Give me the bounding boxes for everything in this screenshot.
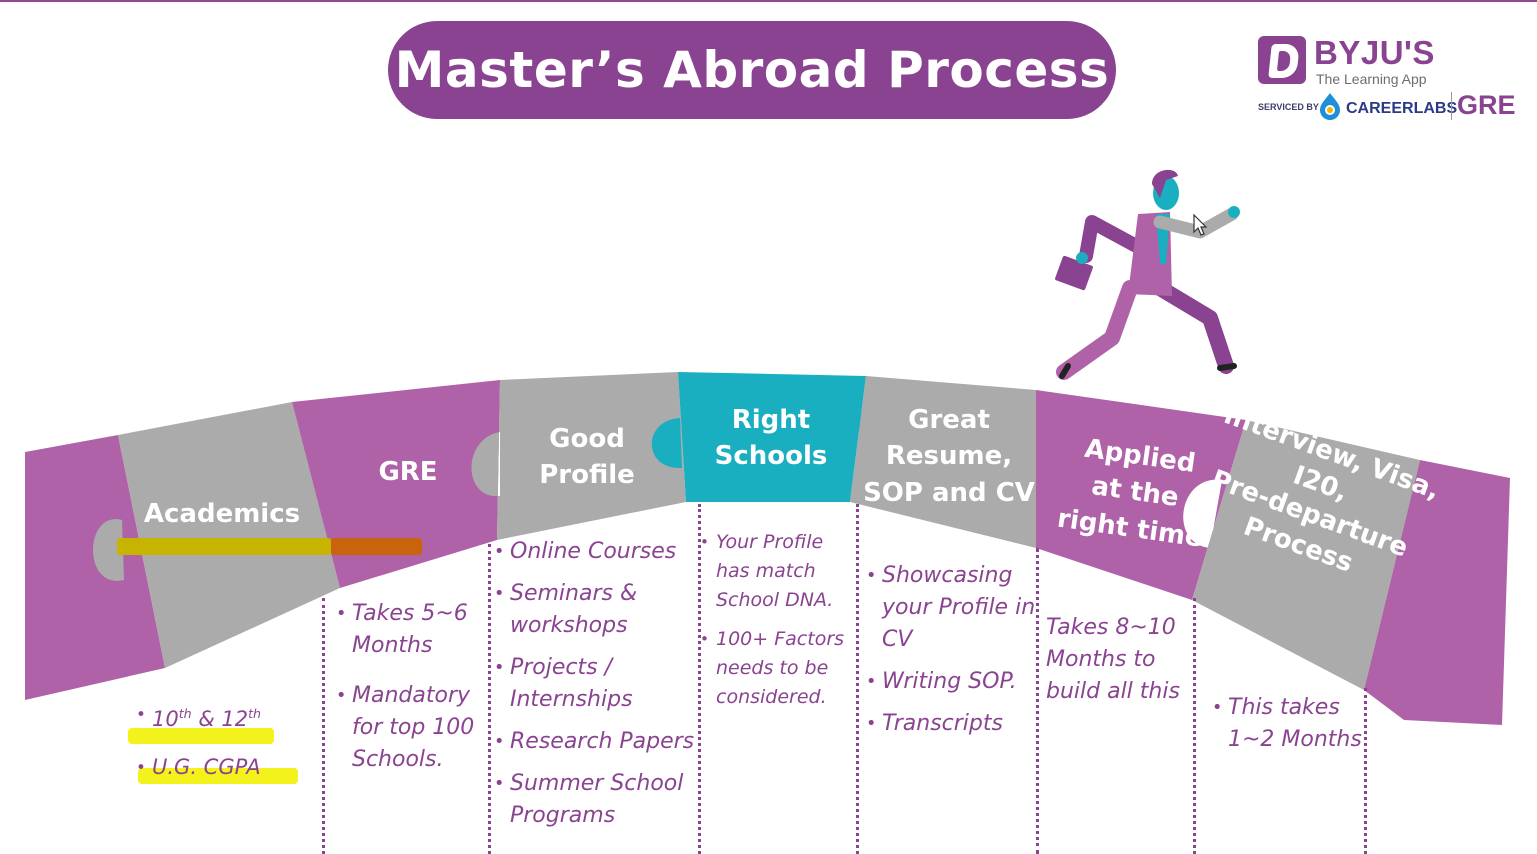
careerlabs-logo-icon [1320,93,1340,120]
interview-bullets: This takes 1~2 Months [1212,692,1372,756]
list-item: Writing SOP. [866,666,1036,698]
list-item: This takes 1~2 Months [1212,692,1372,756]
applied-note: Takes 8~10 Months to build all this [1046,615,1180,704]
step-label-academics: Academics [143,499,301,529]
mouse-cursor-icon [1193,214,1208,236]
separator-1 [322,598,325,854]
list-item: Mandatory for top 100 Schools. [336,680,486,776]
byjus-logo: BYJU'S The Learning App SERVICED BY CARE… [1256,34,1526,124]
page-title: Master’s Abroad Process [394,41,1110,99]
good-profile-bullets: Online Courses Seminars & workshops Proj… [494,536,698,832]
step-label-resume: Great Resume, SOP and CV [863,405,1035,508]
puzzle-piece-resume [850,376,1036,548]
list-item: Online Courses [494,536,698,568]
list-item: Projects / Internships [494,652,698,716]
list-item: Seminars & workshops [494,578,698,642]
list-item: Research Papers [494,726,698,758]
title-banner: Master’s Abroad Process [388,21,1116,119]
logo-partner: CAREERLABS [1346,100,1458,117]
puzzle-piece-gre [292,380,500,588]
separator-6 [1193,598,1196,854]
puzzle-piece-interview [1192,420,1440,690]
logo-serviced-by: SERVICED BY [1258,102,1319,112]
gre-bullets: Takes 5~6 Months Mandatory for top 100 S… [336,598,486,776]
logo-product: GRE [1457,90,1516,120]
resume-bullets: Showcasing your Profile in CV Writing SO… [866,560,1036,740]
puzzle-piece-academics [93,402,340,668]
list-item: 10th & 12th [136,690,316,743]
list-item: 100+ Factors needs to be considered. [700,625,860,712]
puzzle-piece-applied [1036,390,1246,600]
top-border [0,0,1537,2]
separator-2 [488,544,491,854]
running-businessman-icon [1055,169,1240,380]
right-schools-bullets: Your Profile has match School DNA. 100+ … [700,528,860,712]
separator-5 [1036,548,1039,854]
list-item: Showcasing your Profile in CV [866,560,1036,656]
step-label-right-schools: Right Schools [714,405,828,472]
byjus-b-icon [1258,36,1306,84]
academics-bullets: 10th & 12th U.G. CGPA [136,690,316,791]
separator-7 [1364,688,1367,854]
academics-highlight-mark [117,538,331,555]
list-item: Your Profile has match School DNA. [700,528,860,615]
puzzle-piece-right-edge [1364,460,1510,725]
step-label-good-profile: Good Profile [539,424,635,491]
logo-brand: BYJU'S [1314,34,1435,71]
list-item: Summer School Programs [494,768,698,832]
puzzle-piece-right-schools [651,372,890,502]
list-item: Takes 5~6 Months [336,598,486,662]
gre-highlight-mark [331,538,422,555]
logo-tagline: The Learning App [1316,71,1427,87]
step-label-gre: GRE [378,457,438,487]
list-item: U.G. CGPA [136,743,316,791]
puzzle-piece-good-profile [471,372,686,540]
puzzle-piece-left-edge [25,435,165,700]
list-item: Transcripts [866,708,1036,740]
logo-separator [1451,92,1452,120]
